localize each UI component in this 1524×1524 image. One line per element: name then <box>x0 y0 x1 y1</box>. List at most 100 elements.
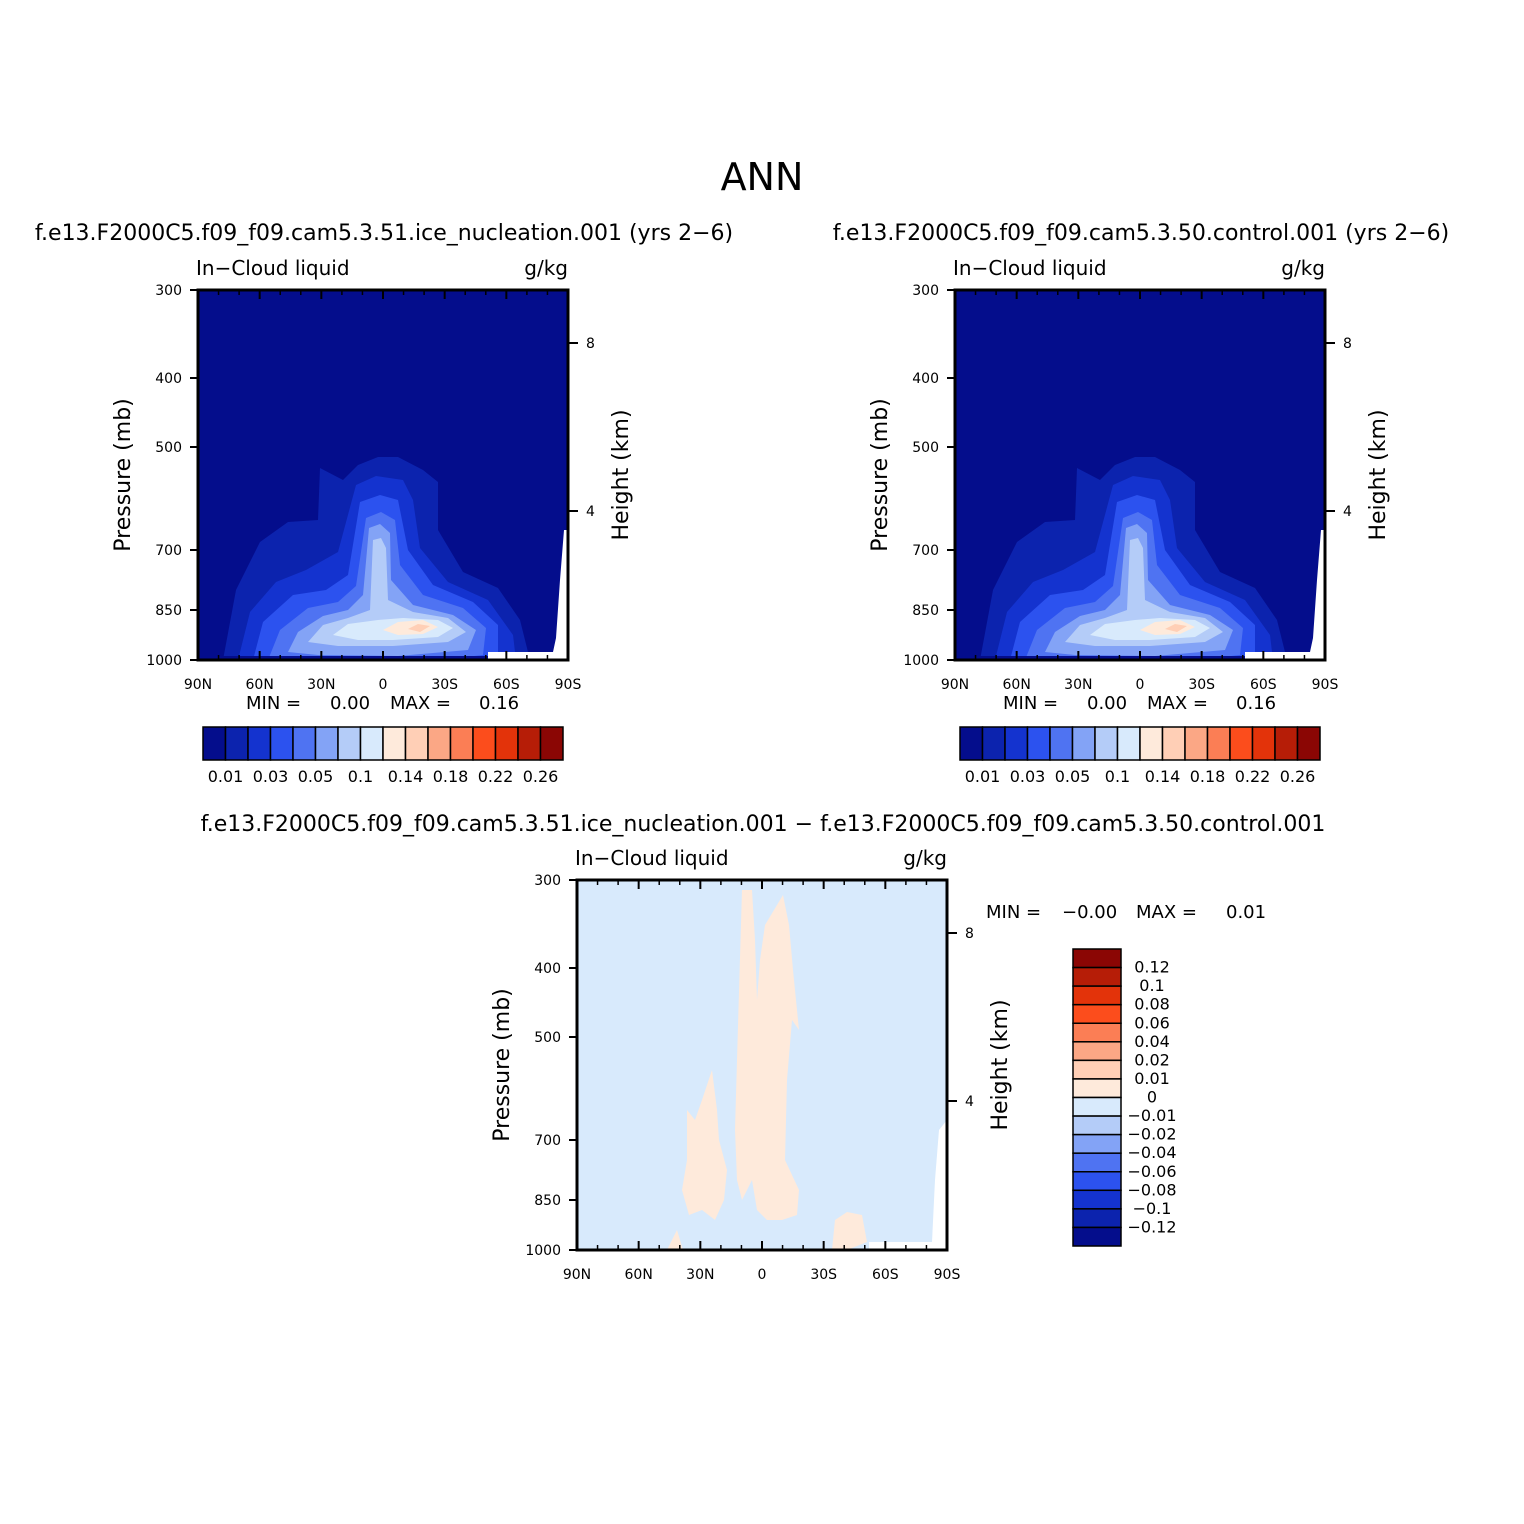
y2-tick-label: 8 <box>1343 336 1352 352</box>
colorbar-label: 0.08 <box>1134 995 1170 1014</box>
colorbar-swatch <box>1072 1152 1122 1173</box>
y2-tick-label: 4 <box>965 1094 974 1110</box>
x-tick-label: 90N <box>941 677 969 693</box>
diff-negative-region-0 <box>735 890 799 1220</box>
colorbar-label: 0.22 <box>1235 767 1271 786</box>
units-label: g/kg <box>1281 256 1325 280</box>
panel-title: f.e13.F2000C5.f09_f09.cam5.3.50.control.… <box>833 221 1449 246</box>
colorbar-swatch <box>1072 1096 1122 1117</box>
x-tick-label: 60N <box>625 1267 653 1283</box>
x-tick-label: 90S <box>934 1267 961 1283</box>
colorbar-label: 0.04 <box>1134 1032 1170 1051</box>
figure-title: ANN <box>721 155 804 199</box>
x-tick-label: 90N <box>184 677 212 693</box>
diff-negative-region-3 <box>832 1212 867 1250</box>
colorbar-label: −0.12 <box>1127 1217 1176 1236</box>
colorbar-swatch <box>1206 726 1231 761</box>
colorbar-swatch <box>1296 726 1321 761</box>
colorbar-swatch <box>449 726 474 761</box>
x-tick-label: 60S <box>872 1267 899 1283</box>
colorbar-swatch <box>1072 1115 1122 1136</box>
x-tick-label: 60S <box>493 677 520 693</box>
colorbar-label: 0.14 <box>1145 767 1181 786</box>
colorbar-swatch <box>382 726 407 761</box>
surface-band <box>955 656 1245 660</box>
y-tick-label: 700 <box>912 543 939 559</box>
colorbar-swatch <box>1072 1041 1122 1062</box>
colorbar-label: −0.02 <box>1127 1125 1176 1144</box>
colorbar-swatch <box>1072 1208 1122 1229</box>
x-tick-label: 30N <box>1064 677 1092 693</box>
colorbar-swatch <box>269 726 294 761</box>
y-tick-label: 1000 <box>146 653 182 669</box>
y-axis-label: Pressure (mb) <box>868 398 893 552</box>
min-value: −0.00 <box>1062 902 1117 923</box>
contour-band-5 <box>308 538 466 646</box>
y-tick-label: 500 <box>912 440 939 456</box>
colorbar-swatch <box>1071 726 1096 761</box>
missing-data-region <box>869 1120 947 1250</box>
y-tick-label: 400 <box>912 371 939 387</box>
colorbar-swatch <box>1116 726 1141 761</box>
colorbar-swatch <box>1072 1078 1122 1099</box>
contour-band-7 <box>383 620 438 635</box>
x-tick-label: 30S <box>431 677 458 693</box>
colorbar-swatch <box>1274 726 1299 761</box>
colorbar-swatch <box>224 726 249 761</box>
units-label: g/kg <box>524 256 568 280</box>
colorbar: 0.120.10.080.060.040.020.010−0.01−0.02−0… <box>1072 948 1177 1247</box>
colorbar-swatch <box>1072 1003 1122 1024</box>
colorbar-label: 0.03 <box>253 767 289 786</box>
missing-data-region <box>1245 530 1325 660</box>
colorbar: 0.01 0.03 0.05 0.1 0.14 0.18 0.22 0.26 <box>959 726 1321 786</box>
y-tick-label: 300 <box>534 873 561 889</box>
x-tick-label: 90S <box>555 677 582 693</box>
variable-label: In−Cloud liquid <box>196 256 350 280</box>
units-label: g/kg <box>903 846 947 870</box>
y-tick-label: 850 <box>534 1193 561 1209</box>
colorbar-swatch <box>959 726 984 761</box>
colorbar-swatch <box>1072 1059 1122 1080</box>
surface-band <box>198 656 488 660</box>
x-tick-label: 30N <box>686 1267 714 1283</box>
colorbar-label: 0.26 <box>1280 767 1316 786</box>
min-value: 0.00 <box>330 693 370 714</box>
max-value: 0.01 <box>1226 902 1266 923</box>
colorbar: 0.01 0.03 0.05 0.1 0.14 0.18 0.22 0.26 <box>202 726 564 786</box>
colorbar-label: 0.12 <box>1134 958 1170 977</box>
y-tick-label: 400 <box>534 961 561 977</box>
colorbar-swatch <box>1026 726 1051 761</box>
colorbar-label: 0.05 <box>298 767 334 786</box>
colorbar-swatch <box>1072 1226 1122 1247</box>
x-tick-label: 0 <box>379 677 388 693</box>
x-tick-label: 60S <box>1250 677 1277 693</box>
min-label: MIN = <box>986 902 1041 923</box>
x-tick-label: 60N <box>246 677 274 693</box>
colorbar-label: −0.1 <box>1133 1199 1172 1218</box>
y2-axis-label: Height (km) <box>609 409 634 540</box>
y2-tick-label: 8 <box>965 926 974 942</box>
y-tick-label: 500 <box>155 440 182 456</box>
colorbar-swatch <box>494 726 519 761</box>
axes: 90N 60N 30N 0 30S 60S 90S 300 400 500 700 850 1000 8 4… <box>111 256 634 693</box>
y-axis-label: Pressure (mb) <box>111 398 136 552</box>
diff-negative-region-2 <box>667 1230 683 1250</box>
colorbar-swatch <box>247 726 272 761</box>
colorbar-label: 0.22 <box>478 767 514 786</box>
colorbar-label: −0.06 <box>1127 1162 1176 1181</box>
contour-band-8 <box>1165 624 1187 632</box>
colorbar-label: 0.01 <box>208 767 244 786</box>
colorbar-label: 0.1 <box>1139 976 1164 995</box>
colorbar-label: −0.01 <box>1127 1106 1176 1125</box>
y-tick-label: 700 <box>155 543 182 559</box>
colorbar-swatch <box>981 726 1006 761</box>
colorbar-label: 0.18 <box>1190 767 1226 786</box>
colorbar-label: −0.08 <box>1127 1180 1176 1199</box>
axes: 90N 60N 30N 0 30S 60S 90S 300 400 500 700 850 1000 8 4… <box>868 256 1391 693</box>
contour-band-7 <box>1140 620 1195 635</box>
y-tick-label: 400 <box>155 371 182 387</box>
diff-negative-region-1 <box>682 1070 727 1220</box>
colorbar-label: 0.05 <box>1055 767 1091 786</box>
colorbar-swatch <box>1072 1171 1122 1192</box>
